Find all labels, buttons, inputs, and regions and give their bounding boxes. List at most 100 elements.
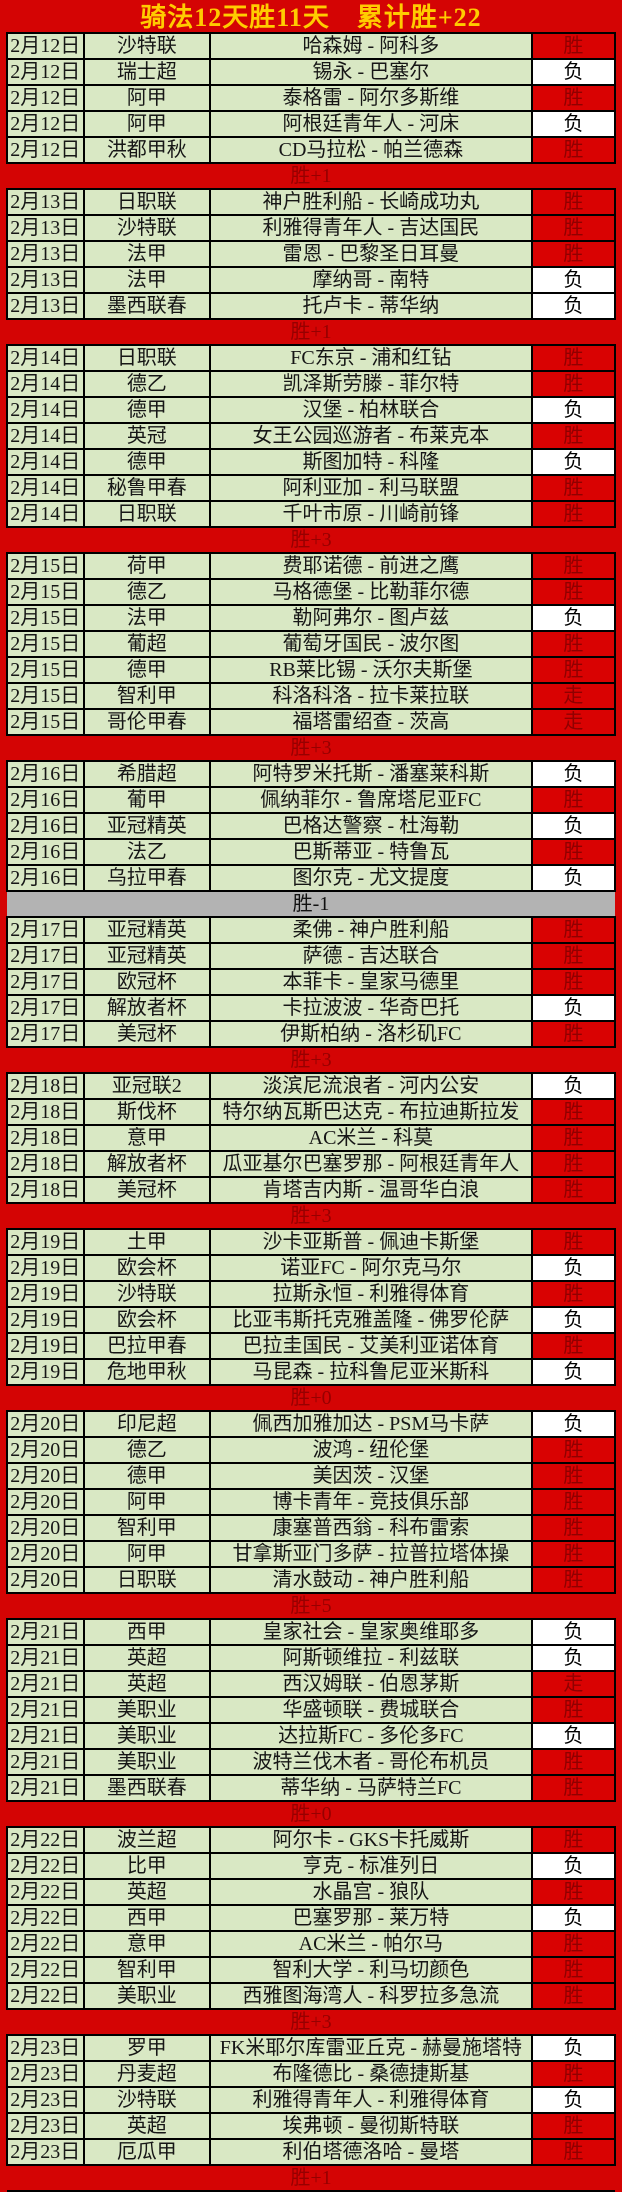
date-cell: 2月23日 (6, 2086, 85, 2114)
date-cell: 2月14日 (6, 500, 85, 528)
league-cell: 德甲 (82, 396, 212, 424)
match-cell: 达拉斯FC - 多伦多FC (209, 1722, 533, 1750)
day-summary-cell: 胜+3 (7, 1046, 615, 1074)
match-row: 2月23日 英超 埃弗顿 - 曼彻斯特联胜 (6, 2112, 617, 2140)
match-cell: 埃弗顿 - 曼彻斯特联 (209, 2112, 533, 2140)
match-row: 2月19日 欧会杯 诺亚FC - 阿尔克马尔负 (6, 1254, 617, 1282)
match-row: 2月18日 解放者杯 瓜亚基尔巴塞罗那 - 阿根廷青年人胜 (6, 1150, 617, 1178)
result-badge: 胜 (530, 1748, 617, 1776)
match-row: 2月20日 德乙 波鸿 - 纽伦堡胜 (6, 1436, 617, 1464)
league-cell: 德甲 (82, 656, 212, 684)
date-cell: 2月20日 (6, 1436, 85, 1464)
match-cell: 比亚韦斯托克雅盖隆 - 佛罗伦萨 (209, 1306, 533, 1334)
league-cell: 智利甲 (82, 1956, 212, 1984)
date-cell: 2月20日 (6, 1540, 85, 1568)
league-cell: 解放者杯 (82, 1150, 212, 1178)
results-table: 2月12日 沙特联 哈森姆 - 阿科多胜 2月12日 瑞士超 锡永 - 巴塞尔负 2月12日… (6, 32, 617, 2192)
league-cell: 美职业 (82, 1696, 212, 1724)
result-badge: 胜 (530, 1124, 617, 1152)
date-cell: 2月16日 (6, 864, 85, 892)
match-cell: 西汉姆联 - 伯恩茅斯 (209, 1670, 533, 1698)
match-cell: 美因茨 - 汉堡 (209, 1462, 533, 1490)
result-badge: 胜 (530, 1540, 617, 1568)
result-badge: 负 (530, 396, 617, 424)
date-cell: 2月23日 (6, 2138, 85, 2166)
match-cell: 马昆森 - 拉科鲁尼亚米斯科 (209, 1358, 533, 1386)
day-summary-cell: 胜+1 (7, 2164, 615, 2192)
result-badge: 负 (530, 1644, 617, 1672)
league-cell: 土甲 (82, 1228, 212, 1256)
match-cell: FC东京 - 浦和红钻 (209, 344, 533, 372)
day-summary-row: 胜+3 (7, 734, 615, 762)
result-badge: 胜 (530, 942, 617, 970)
day-summary-cell: 胜+3 (7, 1202, 615, 1230)
date-cell: 2月14日 (6, 344, 85, 372)
match-row: 2月20日 阿甲 甘拿斯亚门多萨 - 拉普拉塔体操胜 (6, 1540, 617, 1568)
match-row: 2月21日 美职业 华盛顿联 - 费城联合胜 (6, 1696, 617, 1724)
date-cell: 2月14日 (6, 448, 85, 476)
date-cell: 2月13日 (6, 240, 85, 268)
league-cell: 危地甲秋 (82, 1358, 212, 1386)
match-row: 2月22日 比甲 亨克 - 标准列日负 (6, 1852, 617, 1880)
date-cell: 2月15日 (6, 708, 85, 736)
result-badge: 负 (530, 1852, 617, 1880)
result-badge: 胜 (530, 1020, 617, 1048)
match-cell: 拉斯永恒 - 利雅得体育 (209, 1280, 533, 1308)
day-summary-cell: 胜+3 (7, 526, 615, 554)
result-badge: 胜 (530, 344, 617, 372)
result-badge: 胜 (530, 32, 617, 60)
result-badge: 负 (530, 2034, 617, 2062)
result-badge: 胜 (530, 370, 617, 398)
date-cell: 2月15日 (6, 552, 85, 580)
match-cell: AC米兰 - 帕尔马 (209, 1930, 533, 1958)
date-cell: 2月22日 (6, 1930, 85, 1958)
league-cell: 沙特联 (82, 2086, 212, 2114)
match-cell: 甘拿斯亚门多萨 - 拉普拉塔体操 (209, 1540, 533, 1568)
result-badge: 胜 (530, 136, 617, 164)
league-cell: 美职业 (82, 1722, 212, 1750)
result-badge: 胜 (530, 1878, 617, 1906)
match-row: 2月17日 美冠杯 伊斯柏纳 - 洛杉矶FC 胜 (6, 1020, 617, 1048)
match-cell: 佩纳菲尔 - 鲁席塔尼亚FC (209, 786, 533, 814)
day-summary-row: 胜+1 (7, 162, 615, 190)
match-cell: 瓜亚基尔巴塞罗那 - 阿根廷青年人 (209, 1150, 533, 1178)
match-cell: 神户胜利船 - 长崎成功丸 (209, 188, 533, 216)
match-row: 2月19日 危地甲秋 马昆森 - 拉科鲁尼亚米斯科负 (6, 1358, 617, 1386)
match-row: 2月22日 波兰超 阿尔卡 - GKS卡托威斯胜 (6, 1826, 617, 1854)
day-summary-cell: 胜+3 (7, 2008, 615, 2036)
day-summary-row: 胜+3 (7, 1202, 615, 1230)
league-cell: 阿甲 (82, 110, 212, 138)
date-cell: 2月12日 (6, 136, 85, 164)
result-badge: 胜 (530, 422, 617, 450)
date-cell: 2月14日 (6, 370, 85, 398)
league-cell: 比甲 (82, 1852, 212, 1880)
league-cell: 美职业 (82, 1748, 212, 1776)
league-cell: 德乙 (82, 578, 212, 606)
match-row: 2月12日 瑞士超 锡永 - 巴塞尔负 (6, 58, 617, 86)
league-cell: 阿甲 (82, 1488, 212, 1516)
date-cell: 2月15日 (6, 682, 85, 710)
result-badge: 负 (530, 448, 617, 476)
date-cell: 2月21日 (6, 1644, 85, 1672)
league-cell: 墨西联春 (82, 1774, 212, 1802)
match-row: 2月17日 欧冠杯 本菲卡 - 皇家马德里胜 (6, 968, 617, 996)
match-row: 2月19日 巴拉甲春 巴拉圭国民 - 艾美利亚诺体育胜 (6, 1332, 617, 1360)
result-badge: 走 (530, 682, 617, 710)
match-row: 2月22日 西甲 巴塞罗那 - 莱万特负 (6, 1904, 617, 1932)
date-cell: 2月17日 (6, 968, 85, 996)
league-cell: 亚冠精英 (82, 812, 212, 840)
match-cell: 凯泽斯劳滕 - 菲尔特 (209, 370, 533, 398)
match-row: 2月14日 英冠 女王公园巡游者 - 布莱克本胜 (6, 422, 617, 450)
match-row: 2月16日 希腊超 阿特罗米托斯 - 潘塞莱科斯负 (6, 760, 617, 788)
match-cell: 博卡青年 - 竞技俱乐部 (209, 1488, 533, 1516)
date-cell: 2月17日 (6, 942, 85, 970)
day-summary-cell: 胜+1 (7, 162, 615, 190)
result-badge: 负 (530, 1306, 617, 1334)
match-row: 2月14日 秘鲁甲春 阿利亚加 - 利马联盟胜 (6, 474, 617, 502)
match-row: 2月13日 墨西联春 托卢卡 - 蒂华纳负 (6, 292, 617, 320)
match-cell: 康塞普西翁 - 科布雷索 (209, 1514, 533, 1542)
date-cell: 2月23日 (6, 2034, 85, 2062)
match-row: 2月15日 哥伦甲春 福塔雷绍查 - 茨高走 (6, 708, 617, 736)
date-cell: 2月22日 (6, 1852, 85, 1880)
